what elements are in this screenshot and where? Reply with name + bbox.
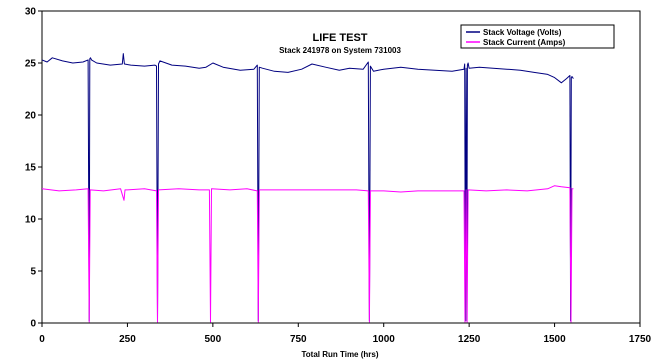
x-axis-label: Total Run Time (hrs) [301,350,378,359]
y-tick-label: 0 [30,319,36,330]
y-tick-label: 5 [30,267,36,278]
y-tick-label: 30 [25,7,37,18]
x-tick-label: 250 [119,334,136,345]
series-line-voltage [41,53,574,322]
chart-title: LIFE TEST [313,32,368,44]
series-line-current [41,185,574,323]
legend-label-voltage: Stack Voltage (Volts) [483,28,562,37]
series-group [41,53,574,323]
x-tick-label: 1750 [629,334,651,345]
x-tick-label: 1500 [543,334,566,345]
axis-ticks: 0 5 10 15 20 25 30 0 250 500 750 1000 1250 1500 1750 [25,7,651,346]
x-tick-label: 1000 [373,334,396,345]
y-tick-label: 20 [25,111,37,122]
y-tick-label: 10 [25,215,37,226]
legend-label-current: Stack Current (Amps) [483,38,566,47]
x-tick-label: 1250 [458,334,481,345]
legend: Stack Voltage (Volts) Stack Current (Amp… [460,24,615,49]
y-tick-label: 25 [25,59,37,70]
y-tick-label: 15 [25,163,37,174]
x-tick-label: 750 [290,334,307,345]
chart-subtitle: Stack 241978 on System 731003 [279,46,401,55]
x-tick-label: 500 [205,334,222,345]
x-tick-label: 0 [39,334,45,345]
legend-box [460,24,615,49]
plot-area [41,10,641,324]
